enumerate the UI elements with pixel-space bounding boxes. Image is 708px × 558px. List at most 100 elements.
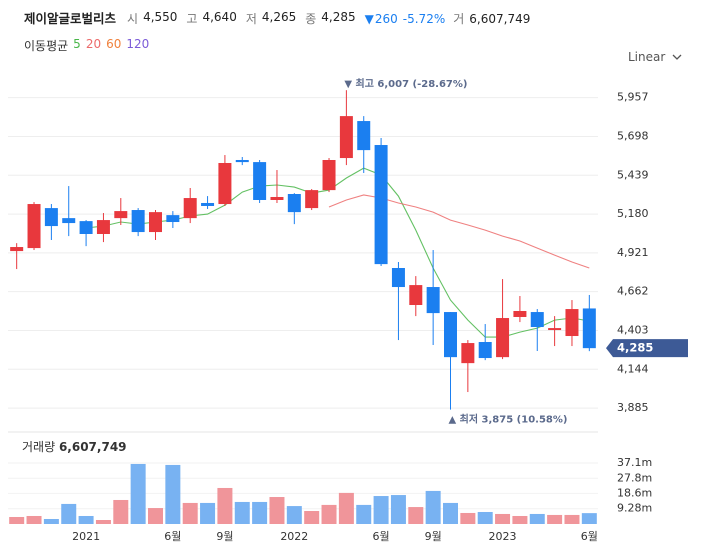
volume-bar [252,501,268,524]
volume-bar [130,463,146,524]
volume-bar [425,490,441,524]
volume-bar [443,502,458,524]
candle-body [374,145,388,265]
volume-bar [373,496,389,524]
scale-label[interactable]: Linear [628,50,666,64]
candle-body [287,194,301,213]
legend-entry: 5 [73,37,81,51]
candle-body [62,218,76,224]
volume-bar [477,511,493,524]
x-tick-label: 6월 [581,530,598,543]
candle-body [565,309,579,337]
quote-label: 시 [127,12,139,26]
candle-body [235,159,249,163]
candle-body [409,285,423,306]
volume-title: 거래량 6,607,749 [22,440,127,454]
candle-body [44,208,58,227]
y-tick-label: 4,403 [617,323,649,336]
y-tick-label: 5,957 [617,91,649,104]
candle-body [426,287,440,314]
volume: 6,607,749 [469,12,531,26]
y-tick-label: 37.1m [617,456,652,469]
y-tick-label: 5,698 [617,129,649,142]
legend: 이동평균 5 20 60 120 [24,37,149,54]
volume-bar [321,504,337,524]
volume-bar [529,513,545,524]
scale-selector[interactable]: Linear [628,50,682,64]
volume-bar [95,520,111,524]
volume-bar [217,487,233,524]
high-annotation-text: 최고 6,007 (-28.67%) [356,77,468,90]
candle-body [149,212,162,233]
volume-bar [581,513,597,524]
y-tick-label: 4,921 [617,246,649,259]
volume-bar [547,514,563,524]
quote-value: 4,550 [143,10,178,24]
quote-value: 4,640 [202,10,237,24]
low-annotation-text: 최저 3,875 (10.58%) [460,413,568,426]
candle-body [96,220,110,234]
change-pct: -5.72% [402,12,446,26]
volume-bar [165,464,181,524]
y-tick-label: 3,885 [617,401,649,414]
volume-bar [338,492,354,524]
volume-bar [78,515,94,524]
volume-bar [304,511,320,524]
candle-body [183,198,197,219]
y-tick-label: 4,144 [617,362,649,375]
candle-body [27,204,41,249]
legend-entry: 120 [126,37,150,51]
x-tick-label: 2023 [489,530,517,543]
last-price-label: 4,285 [617,341,653,355]
candle-body [305,190,319,209]
candle-body [339,116,353,159]
candle-body [496,318,510,358]
y-tick-label: 27.8m [617,471,652,484]
chevron[interactable] [672,54,682,60]
y-tick-label: 5,439 [617,168,649,181]
volume-bar [390,495,406,524]
candle-body [582,308,596,349]
legend-entry: 60 [106,37,122,51]
volume-bar [564,514,580,524]
change-arrow: ▼ [364,12,374,26]
candle-body [322,159,336,191]
legend-entry: 20 [85,37,102,51]
candle-body [548,328,562,331]
stock-name: 제이알글로벌리츠 [24,11,117,26]
x-tick-label: 9월 [216,530,233,543]
x-tick-label: 9월 [425,530,442,543]
x-tick-label: 6월 [373,530,390,543]
volume-bar [356,504,372,524]
candle-body [444,312,457,358]
quote-header: 제이알글로벌리츠 시 4,550 고 4,640 저 4,265 종 4,285 ▼ 260 -… [24,8,530,27]
y-tick-label: 18.6m [617,486,652,499]
volume-bar [512,515,528,524]
candle-body [530,312,544,328]
volume-bar [148,508,163,524]
quote-label: 종 [305,12,317,26]
volume-bar [408,507,424,524]
volume-bar [182,502,198,524]
candle-body [513,310,527,317]
volume-title-label: 거래량 [22,440,55,454]
volume-bar [234,501,250,524]
quote-value: 4,285 [321,10,356,24]
candle-body [10,247,24,252]
candle-body [478,342,492,359]
volume-bar [43,518,59,524]
candle-body [218,162,232,205]
y-tick-label: 4,662 [617,285,649,298]
quote-label: 저 [245,12,257,26]
x-tick-label: 6월 [164,530,181,543]
volume-bar [460,512,476,524]
candle-body [79,221,93,234]
quote-value: 4,265 [261,10,297,24]
low-annotation: ▲ 최저 3,875 (10.58%) [449,413,568,426]
volume-bar [286,506,302,524]
volume-bar [61,503,77,524]
moving-average-line [328,194,590,269]
volume-bar [269,497,285,524]
candle-body [114,211,128,219]
